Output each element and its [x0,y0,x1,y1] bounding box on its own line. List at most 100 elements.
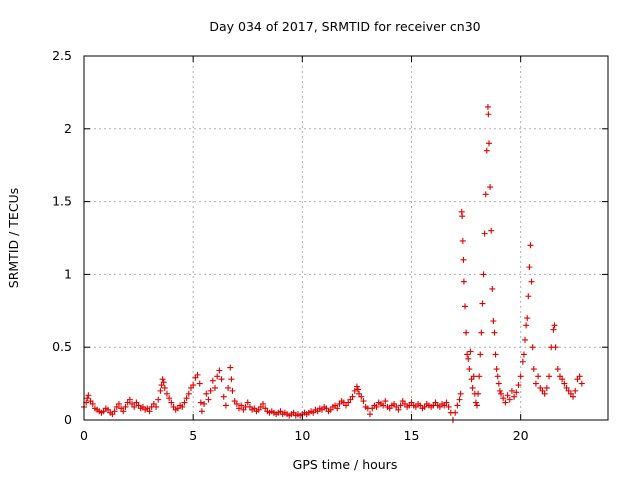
data-point [492,351,499,358]
data-point [466,366,473,373]
data-point [488,227,495,234]
data-point [495,380,502,387]
data-point [482,191,489,198]
data-point [380,402,387,409]
data-point [487,184,494,191]
data-point [464,351,471,358]
data-point [146,408,153,415]
data-point [551,322,558,329]
data-point [519,358,526,365]
data-point [222,402,229,409]
data-point [218,376,225,383]
data-point [153,403,160,410]
data-point [504,392,511,399]
data-point [216,367,223,374]
data-point [358,393,365,400]
data-point [207,387,214,394]
data-point [395,406,402,413]
data-point [529,344,536,351]
data-point [159,376,166,383]
data-point [550,326,557,333]
data-point [572,387,579,394]
data-point [475,390,482,397]
data-point [334,405,341,412]
data-point [163,390,170,397]
data-point [528,278,535,285]
data-point [351,387,358,394]
data-point [179,403,186,410]
x-tick-label: 10 [294,428,310,443]
data-point [161,384,168,391]
data-point [459,213,466,220]
data-point [456,396,463,403]
data-point [229,387,236,394]
data-point [382,398,389,405]
data-point [181,399,188,406]
data-point [198,408,205,415]
data-point [477,351,484,358]
data-point [485,111,492,118]
data-point [115,400,122,407]
data-point [183,395,190,402]
data-point [355,386,362,393]
data-point [498,390,505,397]
data-point [476,373,483,380]
plot-frame [83,55,609,421]
data-point [517,373,524,380]
data-point [190,382,197,389]
data-point [552,344,559,351]
y-tick-label: 0 [64,412,72,427]
data-point [349,393,356,400]
data-point [203,390,210,397]
data-point [511,393,518,400]
data-point [220,393,227,400]
chart-title: Day 034 of 2017, SRMTID for receiver cn3… [209,19,480,34]
data-point [233,400,240,407]
data-points [81,103,585,423]
data-point [491,329,498,336]
data-point [570,393,577,400]
data-point [228,376,235,383]
data-point [122,403,129,410]
data-point [201,400,208,407]
data-point [460,278,467,285]
data-point [196,380,203,387]
data-point [238,402,245,409]
data-point [472,399,479,406]
data-point [185,390,192,397]
data-point [194,371,201,378]
y-tick-label: 0.5 [52,339,72,354]
y-tick-label: 2 [64,121,72,136]
data-point [502,399,509,406]
data-point [513,389,520,396]
data-point [535,373,542,380]
data-point [397,402,404,409]
x-tick-label: 20 [513,428,529,443]
data-point [527,242,534,249]
data-point [197,399,204,406]
x-tick-label: 15 [404,428,420,443]
data-point [480,271,487,278]
y-tick-label: 1 [64,266,72,281]
y-axis-label: SRMTID / TECUs [6,188,21,288]
data-point [260,400,267,407]
data-point [484,103,491,110]
data-point [84,395,91,402]
data-point [459,237,466,244]
data-point [530,366,537,373]
data-point [525,293,532,300]
data-point [463,329,470,336]
y-tick-label: 1.5 [52,194,72,209]
data-point [478,329,485,336]
data-point [445,403,452,410]
data-point [166,395,173,402]
data-point [508,387,515,394]
data-point [506,396,513,403]
data-point [524,315,531,322]
data-point [373,403,380,410]
data-point [465,355,472,362]
data-point [483,147,490,154]
data-point [469,384,476,391]
data-point [554,366,561,373]
